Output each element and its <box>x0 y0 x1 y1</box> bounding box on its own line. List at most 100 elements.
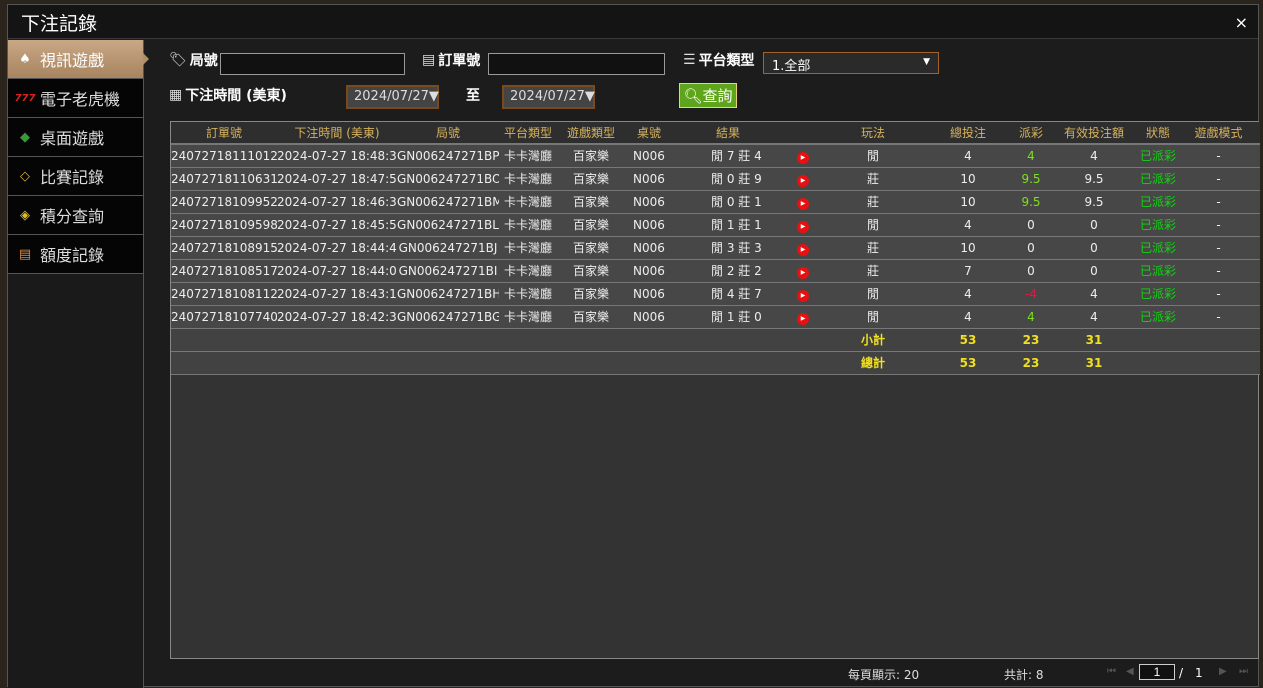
table-row: 240727181089155 2024-07-27 18:44:42 GN0062… <box>171 236 1260 260</box>
cell: 10 <box>923 236 1013 260</box>
tag-icon: 🏷︎ <box>169 52 187 68</box>
cell: 百家樂 <box>557 282 625 306</box>
cell: N006 <box>625 259 673 283</box>
column-header: 遊戲類型 <box>557 122 625 145</box>
cell: 已派彩 <box>1139 259 1177 283</box>
cell: 2024-07-27 18:44:42 <box>277 236 397 260</box>
video-replay-button[interactable]: ▶ <box>783 259 823 283</box>
cell: 閒 <box>823 144 923 168</box>
video-replay-button[interactable]: ▶ <box>783 190 823 214</box>
play-icon: ▶ <box>797 174 809 187</box>
sidebar-item-4[interactable]: ◈ 積分查詢 <box>8 196 143 235</box>
cell: 莊 <box>823 236 923 260</box>
cell: 2024-07-27 18:43:17 <box>277 282 397 306</box>
page-input[interactable] <box>1139 664 1175 680</box>
video-replay-button[interactable]: ▶ <box>783 282 823 306</box>
order-input[interactable] <box>488 53 665 75</box>
subtotal-label: 小計 <box>823 328 923 352</box>
search-button[interactable]: 🔍︎ 查詢 <box>679 83 737 108</box>
cell: - <box>1177 167 1260 191</box>
to-label: 至 <box>466 88 480 104</box>
cell: N006 <box>625 236 673 260</box>
cell: - <box>1177 213 1260 237</box>
round-label-text: 局號 <box>189 53 218 69</box>
window-title: 下注記錄 <box>21 13 98 35</box>
last-page-icon[interactable]: ⏭ <box>1239 666 1248 677</box>
order-label-text: 訂單號 <box>438 53 481 69</box>
close-icon[interactable]: × <box>1234 13 1248 32</box>
cell: GN006247271BH <box>397 282 499 306</box>
cell: GN006247271BP <box>397 144 499 168</box>
play-icon: ▶ <box>797 266 809 279</box>
cell: GN006247271BG <box>397 305 499 329</box>
column-header: 狀態 <box>1139 122 1177 145</box>
cell: 2024-07-27 18:48:34 <box>277 144 397 168</box>
table-row: 240727181110124 2024-07-27 18:48:34 GN0062… <box>171 144 1260 168</box>
subtotal-bet: 53 <box>923 328 1013 352</box>
cell: 0 <box>1013 213 1049 237</box>
date-from-picker[interactable]: 2024/07/27▼ <box>346 85 439 109</box>
grand_total-payout: 23 <box>1013 351 1049 375</box>
cell: 閒 <box>823 305 923 329</box>
first-page-icon[interactable]: ⏮ <box>1107 666 1116 677</box>
cell: 閒 <box>823 213 923 237</box>
cell: 百家樂 <box>557 167 625 191</box>
cell: 4 <box>1049 305 1139 329</box>
sidebar-item-5[interactable]: ▤ 額度記錄 <box>8 235 143 274</box>
bet-table: 訂單號 下注時間 (美東) 局號 平台類型 遊戲類型 桌號 結果 玩法 總投注 派彩 有效投注額 狀態… <box>170 121 1260 659</box>
video-replay-button[interactable]: ▶ <box>783 213 823 237</box>
sidebar-item-label: 電子老虎機 <box>40 90 121 109</box>
video-replay-button[interactable]: ▶ <box>783 167 823 191</box>
cell: N006 <box>625 144 673 168</box>
cell: 閒 0 莊 9 <box>673 167 783 191</box>
sidebar-item-label: 積分查詢 <box>40 207 105 226</box>
cell: 240727181077402 <box>171 305 277 329</box>
video-replay-button[interactable]: ▶ <box>783 144 823 168</box>
cell: 莊 <box>823 190 923 214</box>
column-header: 派彩 <box>1013 122 1049 145</box>
cell: - <box>1177 190 1260 214</box>
cell: GN006247271BO <box>397 167 499 191</box>
sidebar-item-0[interactable]: ♠ 視訊遊戲 <box>8 40 149 79</box>
platform-select[interactable]: 1.全部 ▼ <box>763 52 939 74</box>
cell: - <box>1177 144 1260 168</box>
document-icon: ▤ <box>18 246 32 262</box>
cell: 卡卡灣廳 <box>499 305 557 329</box>
grand_total-label: 總計 <box>823 351 923 375</box>
cell: 卡卡灣廳 <box>499 213 557 237</box>
video-replay-button[interactable]: ▶ <box>783 236 823 260</box>
column-header: 平台類型 <box>499 122 557 145</box>
sidebar-item-1[interactable]: 777 電子老虎機 <box>8 79 143 118</box>
column-header: 訂單號 <box>171 122 277 145</box>
cell: 7 <box>923 259 1013 283</box>
cell: 閒 4 莊 7 <box>673 282 783 306</box>
round-input[interactable] <box>220 53 405 75</box>
prev-page-icon[interactable]: ◀ <box>1126 666 1134 677</box>
sidebar: ♠ 視訊遊戲 777 電子老虎機 ◆ 桌面遊戲 ◇ 比賽記錄 ◈ 積分查詢 ▤ 額度記錄 <box>8 40 149 688</box>
cell: GN006247271BJ <box>397 236 499 260</box>
time-label: ▦ 下注時間 (美東) <box>169 85 287 105</box>
cell: 百家樂 <box>557 259 625 283</box>
sidebar-item-2[interactable]: ◆ 桌面遊戲 <box>8 118 143 157</box>
subtotal-valid: 31 <box>1049 328 1139 352</box>
cell: 0 <box>1049 259 1139 283</box>
cell: 4 <box>923 305 1013 329</box>
calendar-icon: ▦ <box>169 87 183 103</box>
pagination: 每頁顯示: 20 共計: 8 ⏮ ◀ / 1 ▶ ⏭ <box>145 664 1258 686</box>
cell: 卡卡灣廳 <box>499 144 557 168</box>
column-header: 結果 <box>673 122 783 145</box>
per-page: 每頁顯示: 20 <box>848 668 920 682</box>
total-count: 共計: 8 <box>1004 668 1044 682</box>
table-row: 240727181077402 2024-07-27 18:42:35 GN0062… <box>171 305 1260 329</box>
date-to-picker[interactable]: 2024/07/27▼ <box>502 85 595 109</box>
next-page-icon[interactable]: ▶ <box>1219 666 1227 677</box>
video-replay-button[interactable]: ▶ <box>783 305 823 329</box>
cell: - <box>1177 236 1260 260</box>
page-separator: / <box>1179 666 1184 680</box>
cell: 莊 <box>823 167 923 191</box>
cell: 10 <box>923 167 1013 191</box>
cell: 閒 <box>823 282 923 306</box>
grand_total-bet: 53 <box>923 351 1013 375</box>
sidebar-item-3[interactable]: ◇ 比賽記錄 <box>8 157 143 196</box>
play-icon: ▶ <box>797 312 809 325</box>
